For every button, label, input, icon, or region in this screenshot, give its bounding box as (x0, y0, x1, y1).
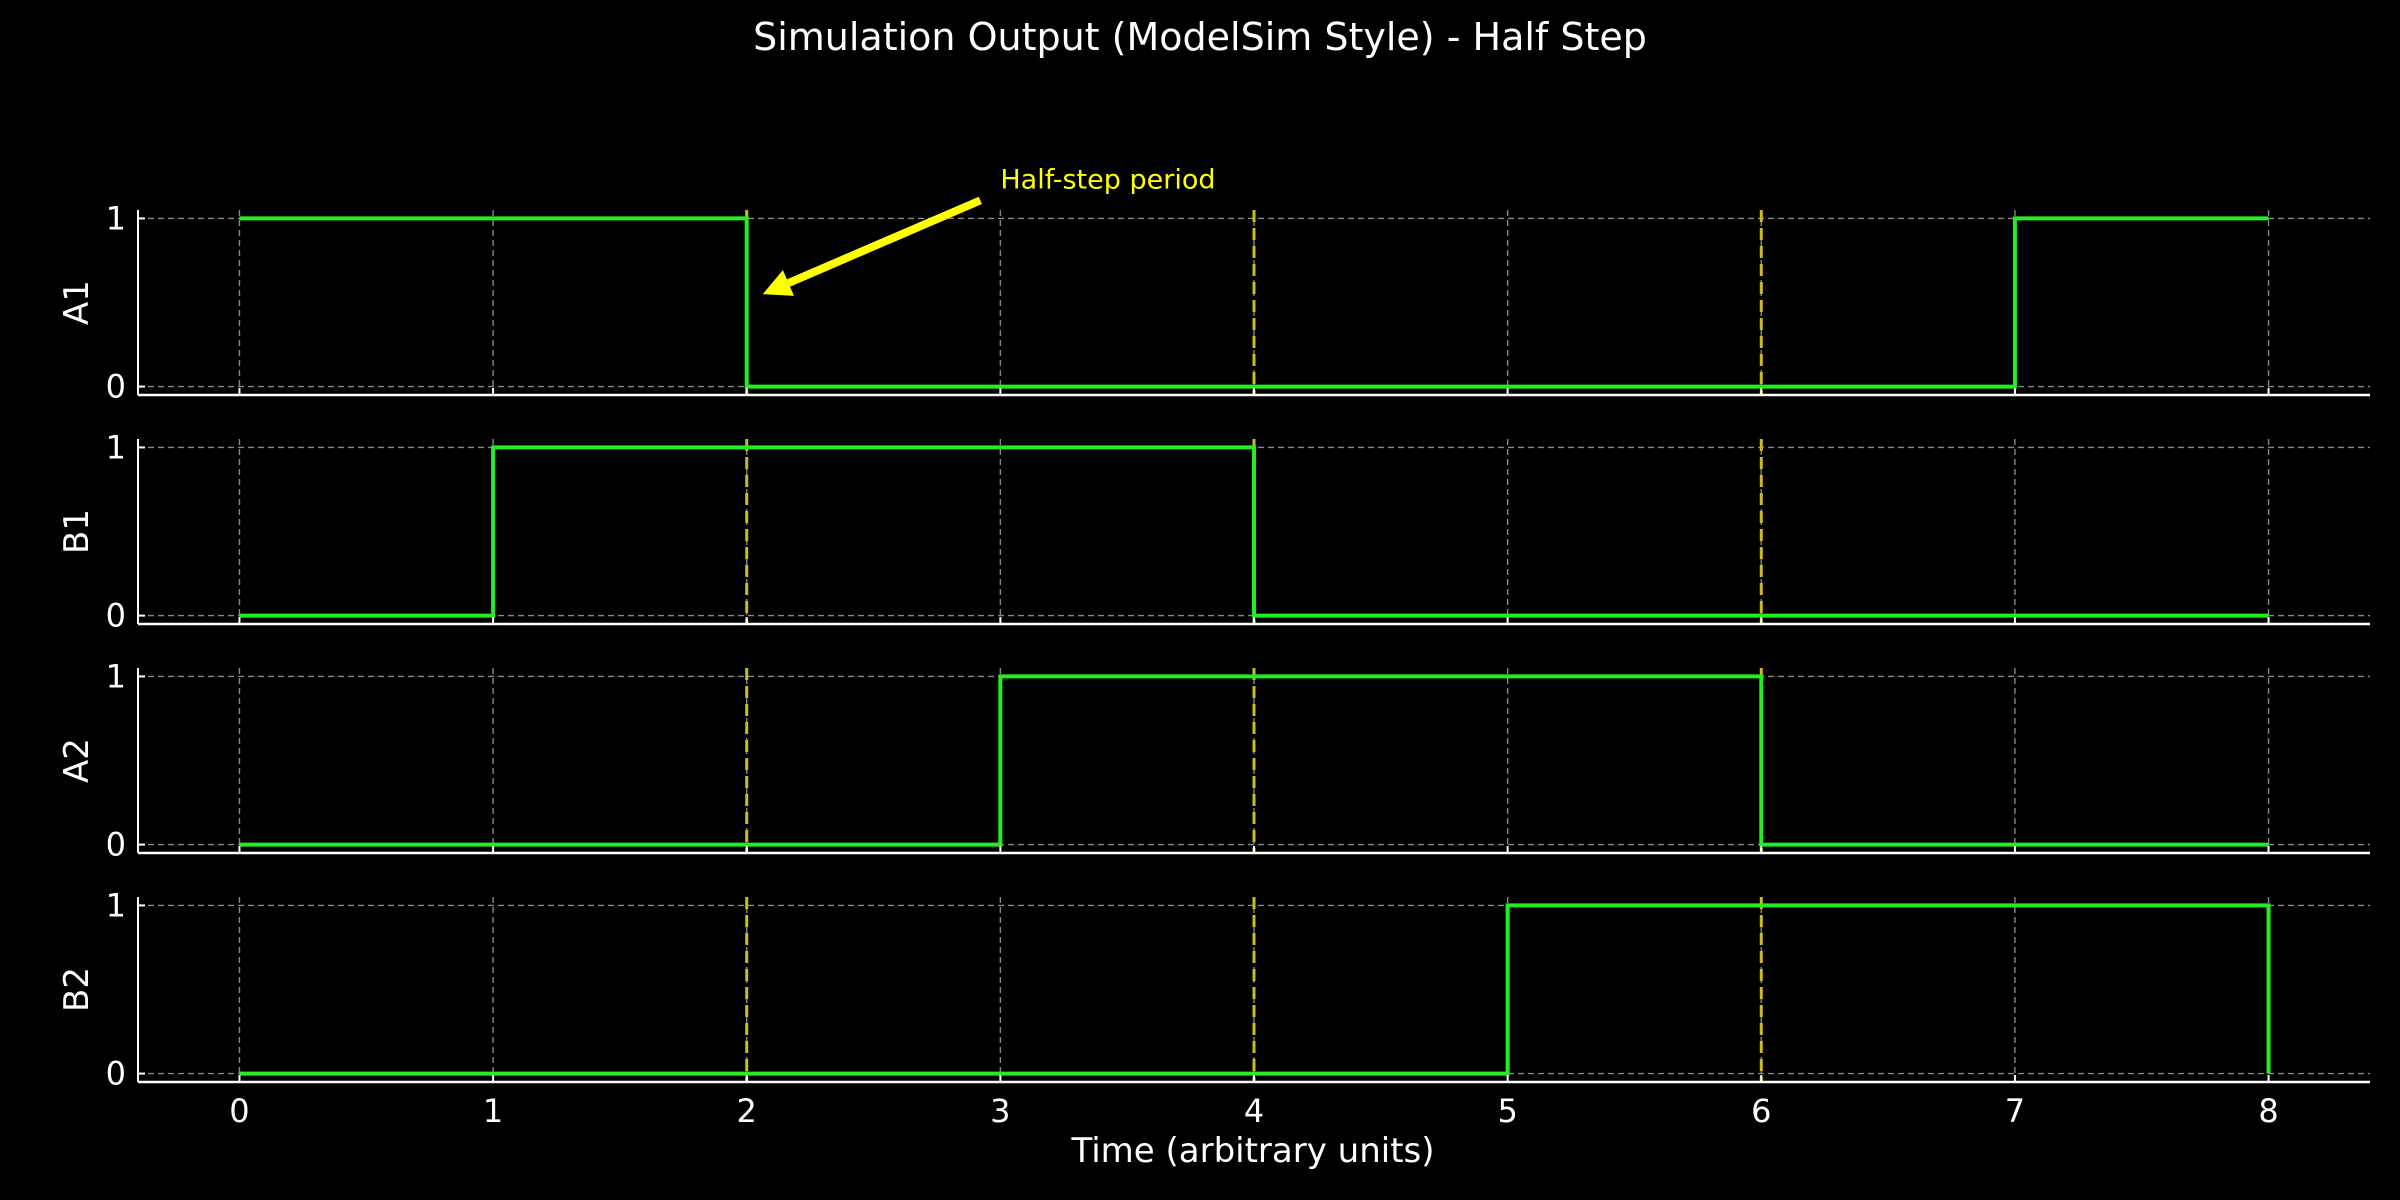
y-tick-label-1: 1 (106, 199, 126, 237)
annotation-arrow-head (762, 270, 794, 296)
y-tick-label-1: 1 (106, 886, 126, 924)
y-tick-label-1: 1 (106, 428, 126, 466)
signal-b2-waveform (239, 903, 2271, 1076)
signal-a1-waveform (239, 216, 2269, 389)
y-tick-label-0: 0 (106, 597, 126, 635)
annotation-arrow-shaft (786, 196, 982, 287)
x-tick-label-5: 5 (1497, 1092, 1517, 1130)
axes-a2: 0 1 A2 (57, 657, 2370, 864)
annotation-text: Half-step period (1000, 164, 1215, 195)
y-axis-label-a1: A1 (57, 280, 97, 325)
axes-a1: 0 1 A1 Half-step period (57, 164, 2370, 406)
y-tick-label-1: 1 (106, 657, 126, 695)
axes-b2: 0 1 B2 0 1 2 3 4 5 6 7 8 (57, 886, 2370, 1130)
y-tick-label-0: 0 (106, 1055, 126, 1093)
x-tick-label-6: 6 (1751, 1092, 1771, 1130)
x-tick-label-4: 4 (1244, 1092, 1264, 1130)
x-tick-label-1: 1 (483, 1092, 503, 1130)
x-tick-label-8: 8 (2258, 1092, 2278, 1130)
y-tick-label-0: 0 (106, 826, 126, 864)
x-tick-label-7: 7 (2005, 1092, 2025, 1130)
signal-b1-waveform (239, 445, 2269, 618)
signal-a2-waveform (239, 674, 2269, 847)
x-tick-label-0: 0 (229, 1092, 249, 1130)
x-tick-label-2: 2 (737, 1092, 757, 1130)
y-tick-label-0: 0 (106, 368, 126, 406)
y-axis-label-a2: A2 (57, 738, 97, 783)
axes-b1: 0 1 B1 (57, 428, 2370, 635)
x-axis-label: Time (arbitrary units) (1070, 1131, 1434, 1171)
chart-title: Simulation Output (ModelSim Style) - Hal… (753, 15, 1647, 59)
y-axis-label-b2: B2 (57, 967, 97, 1012)
x-tick-label-3: 3 (990, 1092, 1010, 1130)
plot-area: 0 1 A1 Half-step period 0 1 B1 0 1 A2 0 1 B2 0 1 2 3 4 5 6 7… (57, 164, 2370, 1130)
y-axis-label-b1: B1 (57, 509, 97, 554)
